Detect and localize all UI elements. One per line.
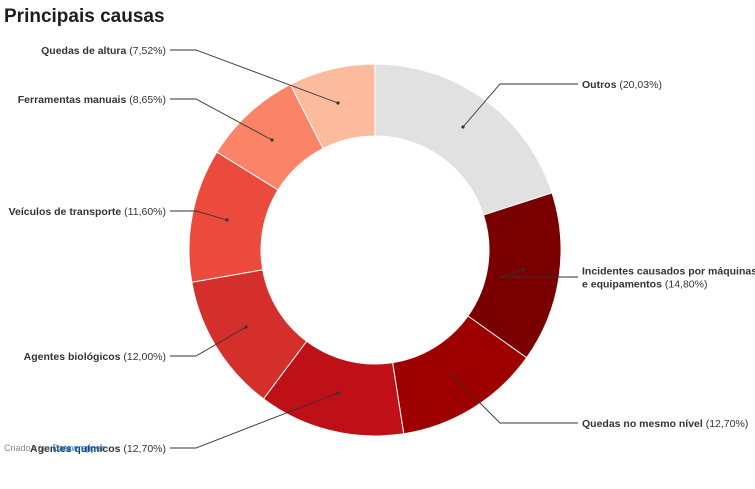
slice-8[interactable] [289, 63, 376, 150]
slice-name-8-1: Quedas de altura [41, 45, 126, 57]
slice-name-7-1: Ferramentas manuais [18, 94, 127, 106]
slice-label-3: Quedas no mesmo nível (12,70%) [582, 418, 748, 430]
leader-dot-4 [336, 391, 340, 395]
slice-label-6: Veículos de transporte (11,60%) [9, 206, 166, 218]
slice-label-1: Outros (20,03%) [582, 79, 662, 91]
slice-pct-5: (12,00%) [120, 351, 166, 363]
datawrapper-link[interactable]: Datawrapper [52, 443, 105, 453]
leader-dot-3 [451, 374, 455, 378]
leader-line-7 [170, 98, 273, 141]
leader-dot-5 [244, 325, 248, 329]
slice-label-7: Ferramentas manuais (8,65%) [18, 94, 166, 106]
slice-pct-3: (12,70%) [703, 418, 749, 430]
slice-pct-1: (20,03%) [616, 79, 662, 91]
leader-line-8 [170, 49, 339, 104]
chart-title: Principais causas [4, 6, 165, 27]
slice-pct-4: (12,70%) [120, 443, 166, 455]
slice-name-4-1: Agentes químicos [30, 443, 121, 455]
leader-dot-7 [270, 138, 274, 142]
footer-credit: Criado com Datawrapper [4, 443, 104, 453]
slice-pct-6: (11,60%) [121, 206, 166, 218]
slice-name-6-1: Veículos de transporte [9, 206, 122, 218]
footer-prefix: Criado com [4, 443, 51, 453]
leader-line-6 [170, 210, 228, 221]
leader-dot-2 [521, 268, 525, 272]
slice-pct-8: (7,52%) [126, 45, 166, 57]
leader-dot-1 [461, 125, 465, 129]
slice-label-8: Quedas de altura (7,52%) [41, 45, 166, 57]
slice-name-5-1: Agentes biológicos [24, 351, 121, 363]
slice-pct-7: (8,65%) [126, 94, 166, 106]
leader-line-1 [462, 83, 578, 128]
slice-name-2-1: Incidentes causados por máquinas [582, 266, 755, 278]
leader-line-3 [452, 375, 578, 424]
leader-line-2 [499, 269, 578, 278]
slice-pct-2: (14,80%) [662, 279, 708, 291]
slice-name-2-2: e equipamentos [582, 279, 662, 291]
slice-label-4: Agentes químicos (12,70%) [30, 443, 166, 455]
slice-1[interactable] [374, 63, 553, 216]
slice-label-2: Incidentes causados por máquinas e equipa… [582, 266, 755, 291]
slice-label-5: Agentes biológicos (12,00%) [24, 351, 166, 363]
leader-line-4 [170, 392, 339, 449]
slice-name-1-1: Outros [582, 79, 617, 91]
leader-line-5 [170, 326, 247, 357]
leader-dot-6 [225, 218, 229, 222]
slice-name-3-1: Quedas no mesmo nível [582, 418, 703, 430]
leader-dot-8 [336, 101, 340, 105]
